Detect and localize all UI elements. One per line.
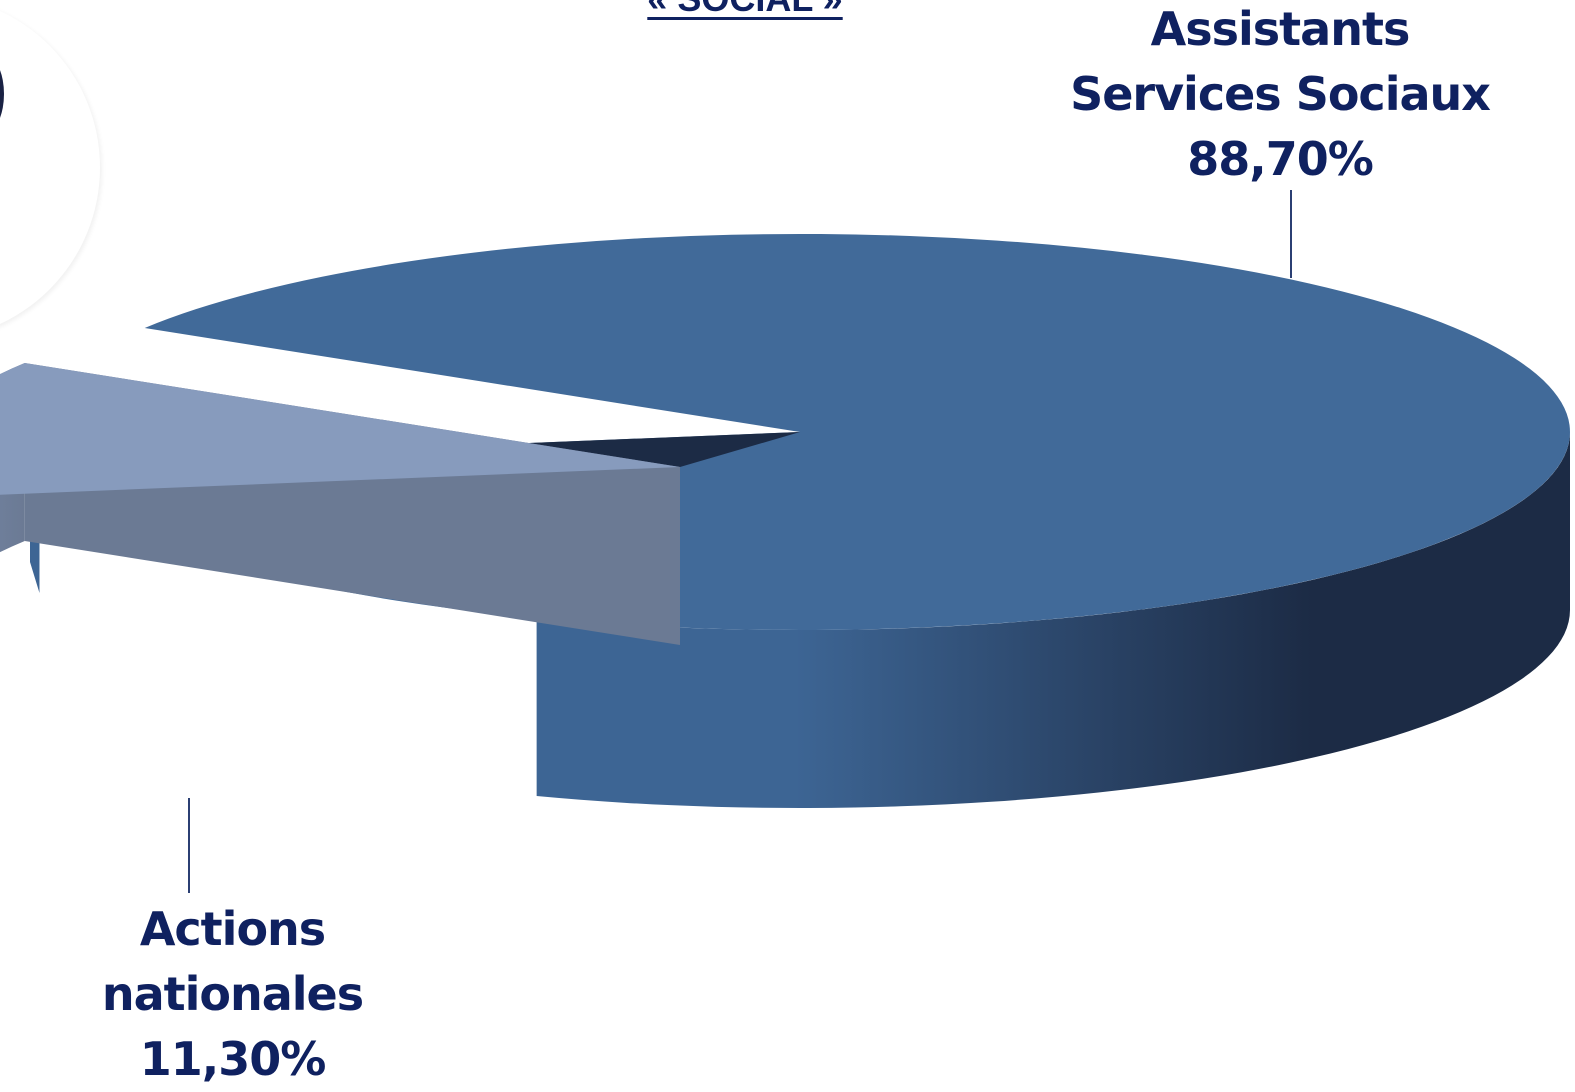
label-value: 11,30% [139,1032,327,1086]
label-line: Actions [139,902,326,956]
label-line: Services Sociaux [1070,67,1491,121]
label-line: Assistants [1150,2,1411,56]
data-label-actions-nationales: Actions nationales 11,30% [60,897,405,1092]
chart-title: « SOCIAL » [560,0,930,20]
label-line: nationales [101,967,364,1021]
slice-side-assistants-services-sociaux [536,432,1570,808]
decorative-dot [0,58,4,130]
label-value: 88,70% [1187,132,1374,186]
data-label-assistants-services-sociaux: Assistants Services Sociaux 88,70% [1030,0,1530,192]
slice-actions-nationales [0,363,680,495]
